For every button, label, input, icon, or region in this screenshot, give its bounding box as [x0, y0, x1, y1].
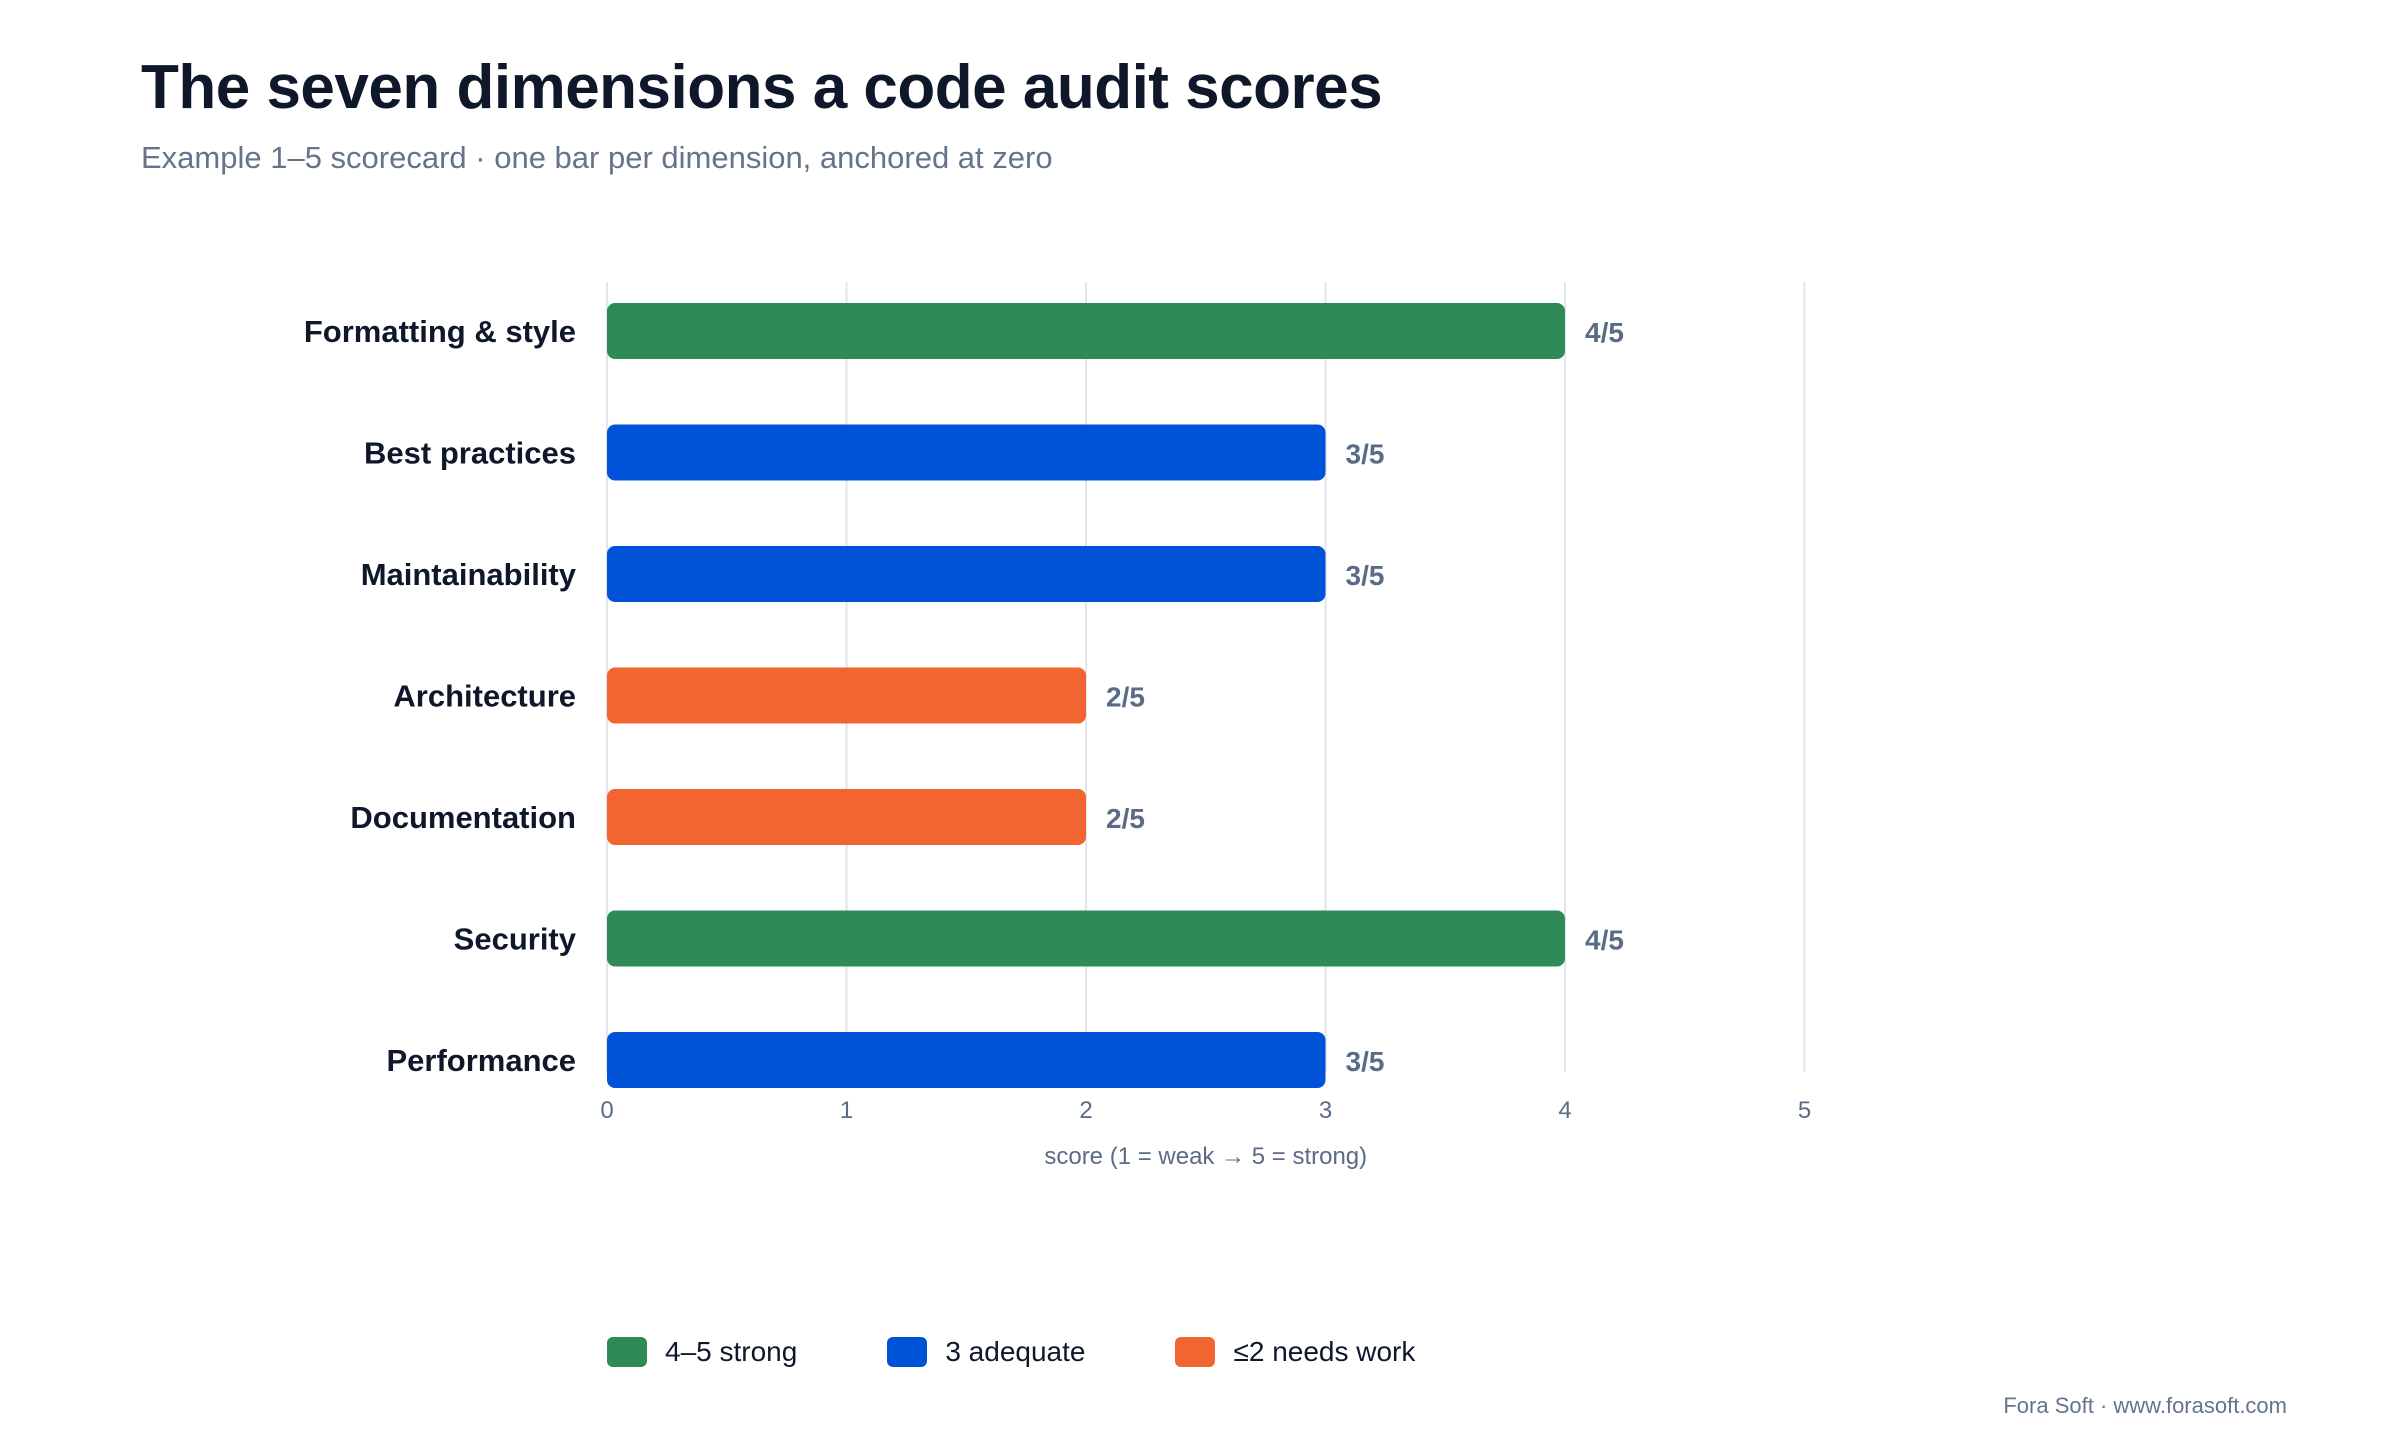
bar: [607, 424, 1326, 481]
chart-subtitle: Example 1–5 scorecard · one bar per dime…: [141, 140, 1053, 175]
bar-value-label: 4/5: [1585, 317, 1624, 348]
legend-swatch-strong: [607, 1337, 647, 1367]
bar: [607, 667, 1086, 724]
legend-item-strong: 4–5 strong: [607, 1336, 797, 1368]
chart-title: The seven dimensions a code audit scores: [141, 53, 1383, 122]
category-label: Best practices: [364, 436, 576, 471]
bar: [607, 303, 1565, 359]
x-tick-label: 3: [1319, 1097, 1332, 1124]
x-tick-label: 5: [1798, 1097, 1811, 1124]
bar: [607, 1032, 1326, 1088]
bar: [607, 546, 1326, 602]
x-tick-label: 4: [1558, 1097, 1571, 1124]
category-label: Performance: [386, 1043, 576, 1078]
bar: [607, 789, 1086, 845]
x-tick-label: 1: [840, 1097, 853, 1124]
legend-label-needs-work: ≤2 needs work: [1233, 1336, 1416, 1367]
bar-value-label: 4/5: [1585, 925, 1624, 956]
category-label: Formatting & style: [304, 314, 576, 349]
category-label: Security: [454, 922, 577, 957]
bar: [607, 910, 1565, 967]
legend-label-strong: 4–5 strong: [665, 1336, 798, 1367]
category-label: Documentation: [350, 800, 576, 835]
category-label: Maintainability: [361, 557, 577, 592]
legend-swatch-needs-work: [1175, 1337, 1216, 1367]
legend-swatch-adequate: [887, 1337, 928, 1367]
x-tick-label: 0: [600, 1097, 613, 1124]
category-label: Architecture: [393, 679, 576, 714]
legend-label-adequate: 3 adequate: [945, 1336, 1086, 1367]
bar-value-label: 3/5: [1346, 439, 1385, 470]
bar-value-label: 3/5: [1346, 1046, 1385, 1077]
bar-value-label: 3/5: [1346, 560, 1385, 591]
bar-value-label: 2/5: [1106, 682, 1145, 713]
legend-item-needs-work: ≤2 needs work: [1175, 1336, 1415, 1368]
legend: 4–5 strong 3 adequate ≤2 needs work: [607, 1332, 1415, 1372]
x-tick-label: 2: [1079, 1097, 1092, 1124]
bar-value-label: 2/5: [1106, 803, 1145, 834]
footer-credit: Fora Soft · www.forasoft.com: [2003, 1393, 2287, 1418]
x-axis-label: score (1 = weak → 5 = strong): [1044, 1143, 1367, 1170]
legend-item-adequate: 3 adequate: [887, 1336, 1085, 1368]
